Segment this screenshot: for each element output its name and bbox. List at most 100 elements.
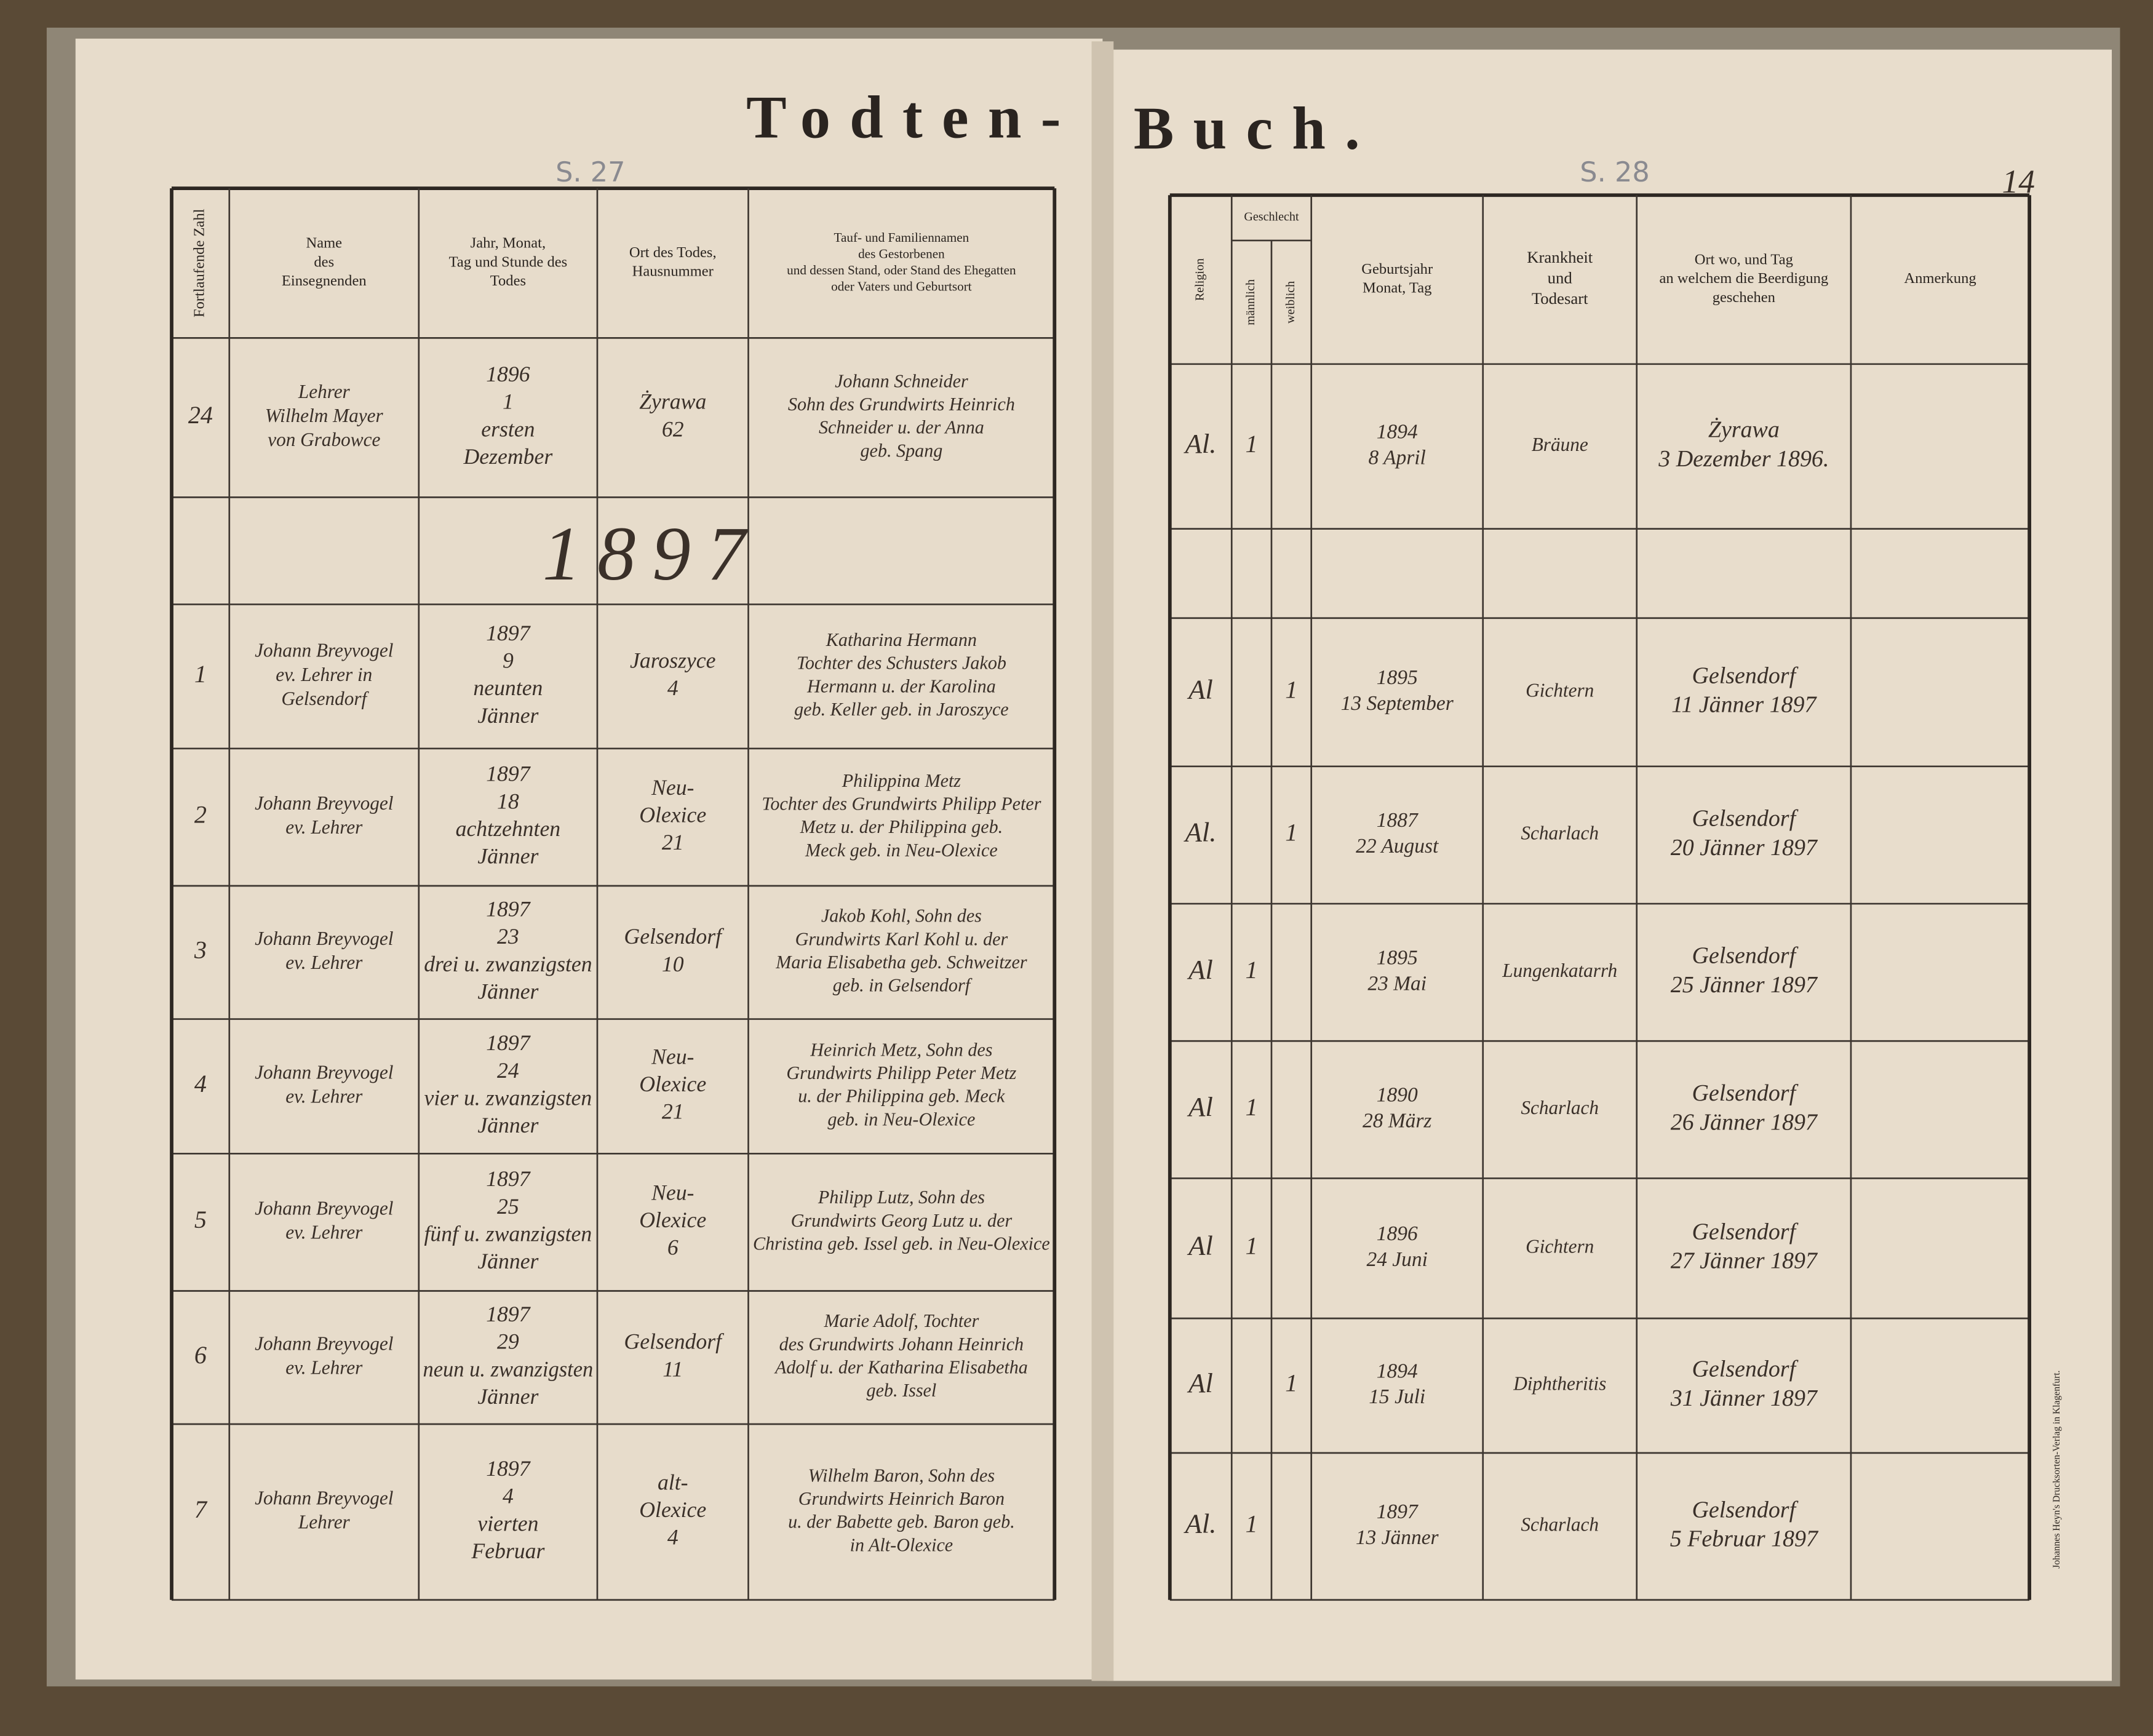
cell-text: Olexice — [639, 1497, 706, 1522]
cell-text: 1 — [1285, 676, 1297, 704]
cell-text: 5 — [194, 1206, 207, 1233]
cell-text: 1895 — [1377, 946, 1418, 969]
cell-text: Al. — [1184, 817, 1217, 848]
column-header: Geburtsjahr — [1361, 261, 1433, 277]
cell-text: geb. Spang — [860, 440, 942, 461]
cell-text: Dezember — [463, 444, 553, 469]
printer-imprint: Johannes Heyn's Drucksorten-Verlag in Kl… — [2052, 1371, 2062, 1569]
cell-text: 1 — [1246, 1232, 1258, 1260]
cell-text: 27 Jänner 1897 — [1671, 1248, 1818, 1274]
cell-text: 26 Jänner 1897 — [1671, 1109, 1818, 1135]
cell-text: neun u. zwanzigsten — [423, 1356, 594, 1381]
cell-text: Neu- — [651, 1044, 694, 1069]
cell-text: Scharlach — [1521, 822, 1599, 844]
column-header: Name — [306, 235, 342, 252]
cell-text: ev. Lehrer — [285, 1356, 363, 1378]
cell-text: 1895 — [1377, 666, 1418, 689]
cell-text: 10 — [662, 952, 684, 976]
page-mark: S. 27 — [555, 156, 625, 188]
cell-text: 23 — [497, 924, 519, 949]
right-page — [1107, 49, 2112, 1681]
cell-text: Jänner — [477, 703, 538, 728]
cell-text: alt- — [658, 1470, 688, 1494]
cell-text: 1897 — [486, 1456, 531, 1481]
cell-text: 1896 — [1377, 1222, 1418, 1245]
cell-text: 13 September — [1341, 692, 1454, 715]
column-header: und dessen Stand, oder Stand des Ehegatt… — [787, 263, 1016, 277]
column-header: Anmerkung — [1904, 270, 1976, 287]
cell-text: 4 — [667, 1525, 679, 1550]
cell-text: 1897 — [486, 1302, 531, 1326]
cell-text: Maria Elisabetha geb. Schweitzer — [775, 952, 1027, 973]
cell-text: 23 Mai — [1367, 972, 1427, 995]
column-header: oder Vaters und Geburtsort — [831, 279, 972, 293]
cell-text: Adolf u. der Katharina Elisabetha — [774, 1357, 1028, 1378]
cell-text: ev. Lehrer in — [276, 664, 372, 685]
cell-text: Al. — [1184, 1508, 1217, 1539]
cell-text: Grundwirts Heinrich Baron — [798, 1488, 1005, 1509]
cell-text: Februar — [471, 1539, 544, 1563]
column-header: und — [1548, 269, 1573, 287]
cell-text: Diphtheritis — [1513, 1373, 1606, 1395]
cell-text: 1 — [1285, 819, 1297, 846]
cell-text: Al — [1187, 954, 1213, 985]
cell-text: Al — [1187, 1091, 1213, 1122]
column-header: Todes — [490, 273, 526, 289]
cell-text: Gelsendorf — [624, 924, 725, 949]
column-header: des — [314, 253, 334, 270]
cell-text: ev. Lehrer — [285, 1086, 363, 1107]
cell-text: 11 Jänner 1897 — [1671, 692, 1817, 718]
column-header: Jahr, Monat, — [471, 235, 546, 252]
cell-text: 1 — [194, 660, 207, 688]
cell-text: von Grabowce — [268, 429, 380, 450]
column-header: Hausnummer — [632, 263, 714, 280]
cell-text: Gelsendorf — [281, 688, 369, 709]
cell-text: Gichtern — [1526, 679, 1594, 701]
cell-text: fünf u. zwanzigsten — [424, 1221, 592, 1246]
cell-text: 25 — [497, 1194, 519, 1219]
cell-text: Żyrawa — [639, 389, 706, 414]
cell-text: ersten — [481, 416, 535, 441]
cell-text: 1894 — [1377, 420, 1418, 443]
column-header: an welchem die Beerdigung — [1659, 270, 1828, 287]
cell-text: Gelsendorf — [1692, 1497, 1799, 1523]
cell-text: Wilhelm Mayer — [265, 405, 384, 426]
cell-text: Lungenkatarrh — [1502, 960, 1617, 981]
cell-text: neunten — [473, 675, 543, 700]
cell-text: Johann Breyvogel — [255, 1062, 393, 1083]
cell-text: u. der Philippina geb. Meck — [798, 1086, 1005, 1107]
cell-text: u. der Babette geb. Baron geb. — [788, 1511, 1015, 1532]
cell-text: 18 — [497, 789, 519, 813]
cell-text: Olexice — [639, 803, 706, 827]
column-header: Monat, Tag — [1363, 280, 1431, 297]
column-header: Todesart — [1532, 289, 1588, 308]
cell-text: Scharlach — [1521, 1097, 1599, 1118]
cell-text: Gelsendorf — [1692, 1080, 1799, 1106]
cell-text: 6 — [194, 1341, 207, 1369]
column-header: Religion — [1193, 258, 1207, 301]
cell-text: geb. Issel — [867, 1380, 937, 1401]
cell-text: Jaroszyce — [630, 648, 716, 672]
cell-text: Olexice — [639, 1208, 706, 1232]
cell-text: Johann Breyvogel — [255, 640, 393, 661]
year-divider: 1897 — [543, 512, 762, 597]
cell-text: Johann Breyvogel — [255, 792, 393, 814]
cell-text: 1897 — [486, 762, 531, 786]
cell-text: Gichtern — [1526, 1235, 1594, 1257]
cell-text: 1887 — [1377, 809, 1419, 832]
cell-text: 3 Dezember 1896. — [1658, 446, 1829, 472]
column-header: weiblich — [1284, 281, 1297, 324]
cell-text: 1897 — [486, 1166, 531, 1191]
column-header: Tag und Stunde des — [449, 253, 568, 270]
cell-text: 9 — [503, 648, 514, 672]
group-header: Geschlecht — [1244, 210, 1299, 224]
cell-text: Gelsendorf — [1692, 805, 1799, 831]
cell-text: 4 — [194, 1070, 207, 1097]
cell-text: Gelsendorf — [1692, 943, 1799, 969]
right-title: Buch. — [1134, 95, 1379, 162]
column-header: des Gestorbenen — [858, 246, 945, 261]
cell-text: Johann Breyvogel — [255, 1332, 393, 1354]
cell-text: Johann Schneider — [835, 370, 968, 391]
cell-text: Hermann u. der Karolina — [806, 675, 996, 696]
